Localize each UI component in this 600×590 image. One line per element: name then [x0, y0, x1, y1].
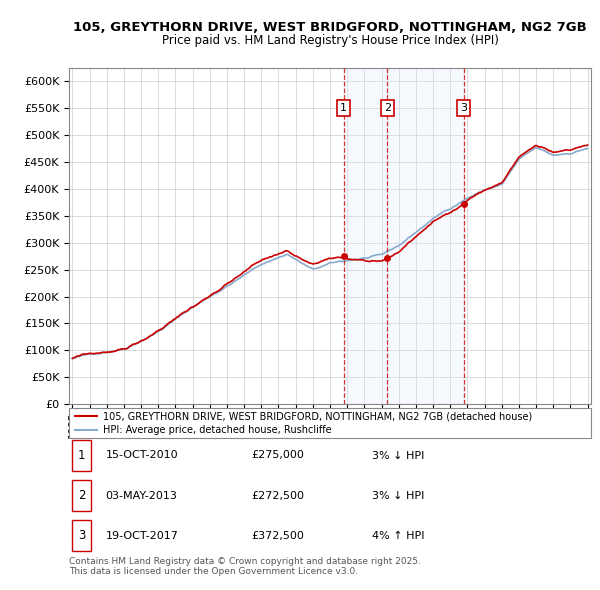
Text: 19-OCT-2017: 19-OCT-2017 [106, 531, 178, 540]
Text: £372,500: £372,500 [252, 531, 305, 540]
Text: 03-MAY-2013: 03-MAY-2013 [106, 491, 178, 500]
Text: Price paid vs. HM Land Registry's House Price Index (HPI): Price paid vs. HM Land Registry's House … [161, 34, 499, 47]
Text: 4% ↑ HPI: 4% ↑ HPI [372, 531, 424, 540]
FancyBboxPatch shape [71, 440, 91, 471]
Text: 105, GREYTHORN DRIVE, WEST BRIDGFORD, NOTTINGHAM, NG2 7GB (detached house): 105, GREYTHORN DRIVE, WEST BRIDGFORD, NO… [103, 411, 532, 421]
Text: 3: 3 [460, 103, 467, 113]
FancyBboxPatch shape [69, 408, 591, 438]
Text: 3% ↓ HPI: 3% ↓ HPI [372, 451, 424, 460]
Text: 3: 3 [78, 529, 85, 542]
Text: 3% ↓ HPI: 3% ↓ HPI [372, 491, 424, 500]
FancyBboxPatch shape [71, 520, 91, 551]
Text: Contains HM Land Registry data © Crown copyright and database right 2025.
This d: Contains HM Land Registry data © Crown c… [69, 557, 421, 576]
Text: £275,000: £275,000 [252, 451, 305, 460]
Text: 1: 1 [78, 449, 85, 462]
Text: HPI: Average price, detached house, Rushcliffe: HPI: Average price, detached house, Rush… [103, 425, 332, 435]
Text: £272,500: £272,500 [252, 491, 305, 500]
Text: 2: 2 [384, 103, 391, 113]
Bar [344, 68, 388, 404]
Bar [388, 68, 464, 404]
Text: 1: 1 [340, 103, 347, 113]
Text: 2: 2 [78, 489, 85, 502]
Text: 15-OCT-2010: 15-OCT-2010 [106, 451, 178, 460]
FancyBboxPatch shape [71, 480, 91, 511]
Text: 105, GREYTHORN DRIVE, WEST BRIDGFORD, NOTTINGHAM, NG2 7GB: 105, GREYTHORN DRIVE, WEST BRIDGFORD, NO… [73, 21, 587, 34]
